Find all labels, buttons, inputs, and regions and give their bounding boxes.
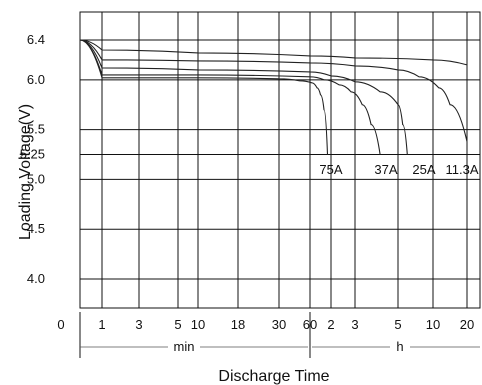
- x-tick-label: 0: [57, 317, 64, 332]
- y-tick-label: 5.0: [27, 171, 45, 186]
- y-tick-label: 5.25: [20, 147, 45, 162]
- series-curve: [79, 39, 408, 155]
- x-tick-label: 1: [98, 317, 105, 332]
- series-label: 37A: [374, 162, 397, 177]
- y-tick-label: 6.4: [27, 32, 45, 47]
- x-tick-label: 10: [426, 317, 440, 332]
- y-tick-label: 4.0: [27, 271, 45, 286]
- series-curve: [79, 39, 468, 66]
- curves: [79, 39, 468, 155]
- x-tick-label: 20: [460, 317, 474, 332]
- y-tick-labels: 6.4 6.0 5.5 5.25 5.0 4.5 4.0: [20, 32, 45, 286]
- x-tick-label: 3: [135, 317, 142, 332]
- x-tick-label: 5: [394, 317, 401, 332]
- x-tick-label: 3: [351, 317, 358, 332]
- y-tick-label: 4.5: [27, 221, 45, 236]
- series-label: 25A: [412, 162, 435, 177]
- series-curve: [79, 39, 468, 142]
- series-labels: 75A 37A 25A 11.3A: [319, 162, 478, 177]
- x-tick-label: 10: [191, 317, 205, 332]
- y-axis-label: Loading Voltage(V): [17, 104, 34, 240]
- series-label: 75A: [319, 162, 342, 177]
- x-tick-label: 5: [174, 317, 181, 332]
- series-curve: [79, 39, 381, 155]
- plot-frame: [79, 11, 481, 309]
- x-tick-label: 18: [231, 317, 245, 332]
- time-unit-bar: min h: [79, 312, 480, 358]
- series-curve: [79, 39, 329, 155]
- hour-unit-label: h: [396, 339, 403, 354]
- x-axis-label: Discharge Time: [218, 368, 329, 385]
- x-tick-labels: 0 1 3 5 10 18 30 60 2 3 5 10 20: [57, 317, 474, 332]
- x-tick-label: 2: [327, 317, 334, 332]
- grid-lines: [79, 11, 481, 309]
- x-tick-label: 30: [272, 317, 286, 332]
- y-tick-label: 6.0: [27, 72, 45, 87]
- y-tick-label: 5.5: [27, 122, 45, 137]
- series-label: 11.3A: [445, 162, 478, 177]
- min-unit-label: min: [174, 339, 195, 354]
